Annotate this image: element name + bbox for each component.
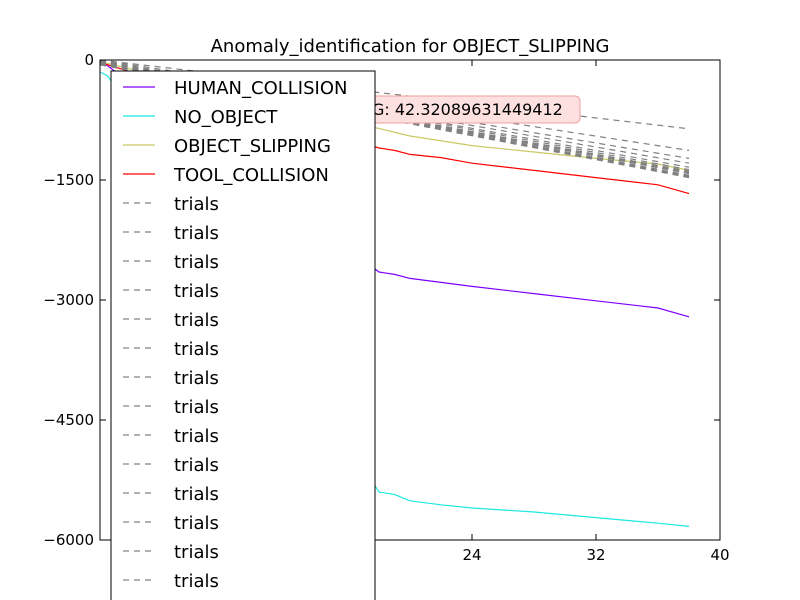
legend-label-12: trials	[174, 426, 219, 447]
ticks-layer: 24 32 40 0 −1500 −3000 −4500 −6000	[43, 51, 729, 564]
legend-label-8: trials	[174, 310, 219, 331]
legend-label-17: trials	[174, 571, 219, 592]
legend-label-9: trials	[174, 339, 219, 360]
legend-label-0: HUMAN_COLLISION	[174, 78, 348, 99]
legend-label-13: trials	[174, 455, 219, 476]
legend-label-1: NO_OBJECT	[174, 107, 278, 128]
y-tick-label-1: −1500	[43, 171, 94, 189]
legend-label-6: trials	[174, 252, 219, 273]
chart-title: Anomaly_identification for OBJECT_SLIPPI…	[211, 36, 610, 57]
legend-label-7: trials	[174, 281, 219, 302]
y-tick-label-4: −6000	[43, 531, 94, 549]
legend-label-16: trials	[174, 542, 219, 563]
annotation-box: G: 42.32089631449412	[359, 95, 581, 124]
annotation-text: G: 42.32089631449412	[372, 100, 563, 119]
series-line-object-slipping-2	[99, 61, 690, 171]
x-tick-label-1: 32	[586, 546, 605, 564]
legend-label-3: TOOL_COLLISION	[173, 165, 329, 186]
series-line-human-collision-0	[99, 59, 690, 318]
x-tick-label-2: 40	[710, 546, 729, 564]
y-tick-label-2: −3000	[43, 291, 94, 309]
legend-label-5: trials	[174, 223, 219, 244]
series-line-tool-collision-3	[99, 61, 690, 195]
legend-label-15: trials	[174, 513, 219, 534]
y-tick-label-3: −4500	[43, 411, 94, 429]
legend: HUMAN_COLLISION NO_OBJECT OBJECT_SLIPPING T…	[110, 70, 376, 600]
legend-label-4: trials	[174, 194, 219, 215]
legend-box	[110, 70, 376, 600]
x-tick-label-0: 24	[462, 546, 481, 564]
legend-label-10: trials	[174, 368, 219, 389]
y-tick-label-0: 0	[84, 51, 94, 69]
legend-label-2: OBJECT_SLIPPING	[174, 136, 331, 157]
legend-label-11: trials	[174, 397, 219, 418]
legend-label-14: trials	[174, 484, 219, 505]
